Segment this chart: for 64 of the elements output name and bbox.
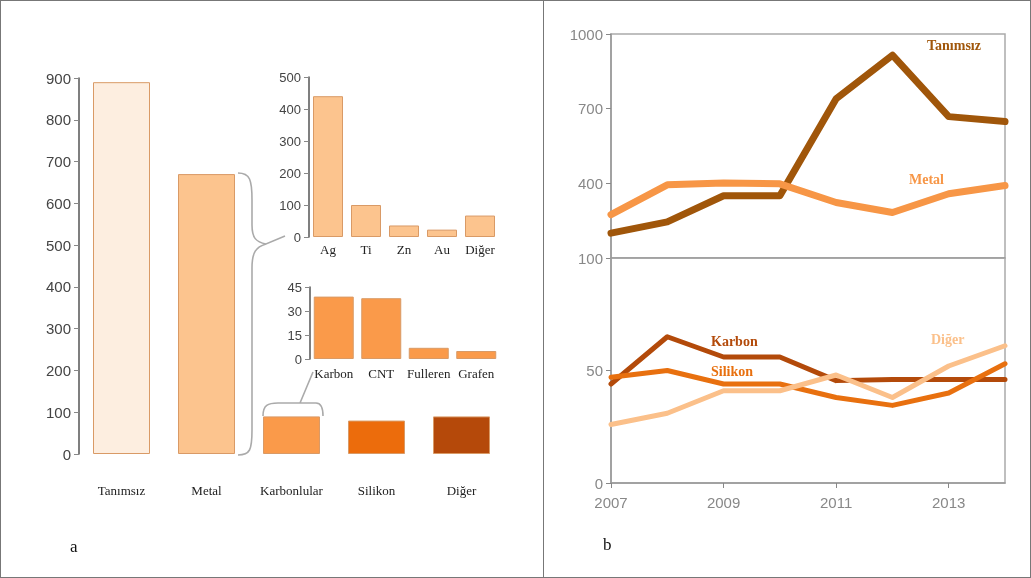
bar (178, 174, 235, 454)
text: a (70, 537, 78, 556)
x-tick-label: Ag (320, 242, 337, 257)
x-tick-label: CNT (368, 366, 395, 381)
y-tick-label: 200 (279, 165, 301, 181)
bar (313, 296, 354, 359)
y-tick-label: 50 (586, 362, 603, 379)
series-label: Karbon (711, 333, 758, 349)
y-tick-label: 30 (287, 303, 302, 319)
x-tick-label: Ti (360, 242, 372, 257)
series-label: Metal (909, 171, 945, 187)
x-tick-label: Metal (191, 483, 223, 498)
y-tick-label: 100 (45, 403, 71, 421)
x-tick-label: Diğer (446, 483, 477, 498)
x-tick-label: Karbon (314, 366, 354, 381)
bar (408, 347, 449, 359)
y-tick-label: 400 (577, 174, 603, 192)
bar (427, 229, 457, 237)
bar (351, 205, 381, 237)
y-tick-label: 200 (45, 361, 71, 379)
x-tick-label: 2011 (820, 494, 853, 511)
x-tick-label: Zn (396, 242, 412, 257)
y-tick-label: 500 (45, 236, 71, 254)
x-tick-label: Fulleren (407, 366, 451, 381)
bar (361, 298, 402, 359)
y-tick-label: 500 (279, 69, 301, 85)
bar (348, 420, 405, 454)
text: b (603, 535, 612, 554)
y-tick-label: 15 (287, 327, 302, 343)
bar (263, 416, 320, 454)
y-tick-label: 100 (279, 197, 301, 213)
y-tick-label: 300 (45, 320, 71, 338)
bar (389, 225, 419, 237)
x-tick-label: Grafen (458, 366, 495, 381)
x-tick-label: Karbonlular (260, 483, 324, 498)
bar (93, 82, 150, 454)
x-tick-label: 2009 (706, 494, 741, 511)
y-tick-label: 600 (45, 194, 71, 212)
y-tick-label: 0 (594, 474, 603, 492)
y-tick-label: 400 (45, 278, 71, 296)
y-tick-label: 700 (577, 100, 603, 118)
y-tick-label: 45 (287, 279, 302, 295)
y-tick-label: 0 (294, 351, 302, 367)
bar (433, 416, 490, 454)
y-tick-label: 700 (45, 153, 71, 171)
y-tick-label: 0 (293, 229, 301, 245)
x-tick-label: Silikon (357, 483, 396, 498)
y-tick-label: 0 (62, 445, 71, 463)
x-tick-label: Diğer (465, 242, 496, 257)
y-tick-label: 800 (45, 111, 71, 129)
bar (313, 96, 343, 237)
y-tick-label: 1000 (569, 25, 603, 43)
y-tick-label: 300 (279, 133, 301, 149)
series-label: Diğer (931, 331, 965, 347)
x-tick-label: Tanımsız (97, 483, 146, 498)
y-tick-label: 400 (279, 101, 301, 117)
x-tick-label: 2013 (932, 494, 966, 511)
x-tick-label: 2007 (594, 494, 628, 511)
y-tick-label: 900 (45, 69, 71, 87)
bar (465, 215, 495, 237)
x-tick-label: Au (434, 242, 451, 257)
series-label: Tanımsız (927, 37, 981, 53)
bar (456, 351, 497, 359)
y-tick-label: 100 (577, 249, 603, 267)
